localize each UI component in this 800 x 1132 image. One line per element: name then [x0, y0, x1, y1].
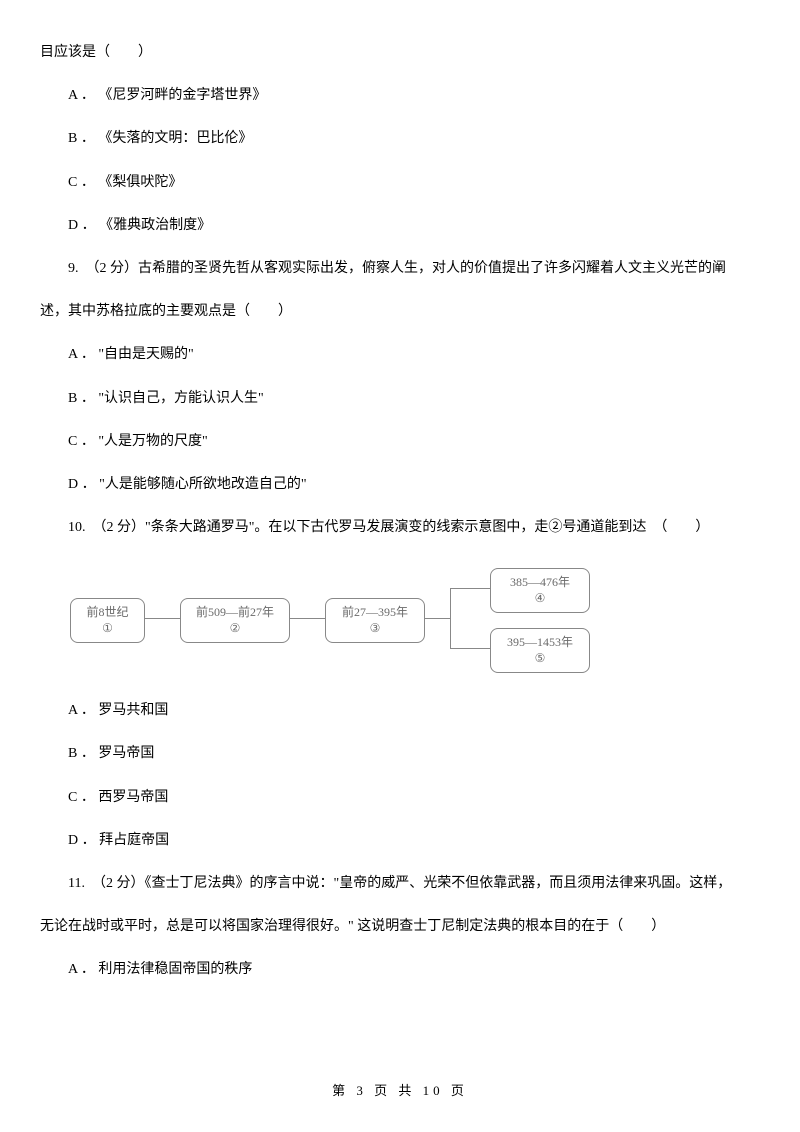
box2-top: 前509—前27年 — [196, 605, 274, 619]
q8-option-a: A ． 《尼罗河畔的金字塔世界》 — [40, 83, 740, 108]
q9-option-a: A ． "自由是天赐的" — [40, 342, 740, 367]
box3-top: 前27—395年 — [342, 605, 408, 619]
q10-option-d: D ． 拜占庭帝国 — [40, 828, 740, 853]
q8-option-b: B ． 《失落的文明：巴比伦》 — [40, 126, 740, 151]
q9-stem-line1: 9. （2 分）古希腊的圣贤先哲从客观实际出发，俯察人生，对人的价值提出了许多闪… — [40, 256, 740, 281]
flowchart-diagram: 前8世纪 ① 前509—前27年 ② 前27—395年 ③ 385—476年 ④… — [60, 558, 620, 678]
q11-stem-line2: 无论在战时或平时，总是可以将国家治理得很好。" 这说明查士丁尼制定法典的根本目的… — [40, 914, 740, 939]
q10-option-a: A ． 罗马共和国 — [40, 698, 740, 723]
diagram-box-2: 前509—前27年 ② — [180, 598, 290, 643]
connector-2-3 — [290, 618, 325, 619]
q11-option-a: A ． 利用法律稳固帝国的秩序 — [40, 957, 740, 982]
diagram-box-3: 前27—395年 ③ — [325, 598, 425, 643]
connector-to-5 — [450, 648, 490, 649]
q9-option-b: B ． "认识自己，方能认识人生" — [40, 386, 740, 411]
q11-stem-line1: 11. （2 分）《查士丁尼法典》的序言中说："皇帝的威严、光荣不但依靠武器，而… — [40, 871, 740, 896]
connector-to-4 — [450, 588, 490, 589]
q9-option-c: C ． "人是万物的尺度" — [40, 429, 740, 454]
box1-top: 前8世纪 — [86, 605, 128, 619]
box1-bottom: ① — [102, 621, 113, 635]
box4-top: 385—476年 — [510, 575, 570, 589]
box2-bottom: ② — [230, 621, 241, 635]
box4-bottom: ④ — [535, 591, 546, 605]
connector-split-v — [450, 588, 451, 648]
q8-option-d: D ． 《雅典政治制度》 — [40, 213, 740, 238]
diagram-box-5: 395—1453年 ⑤ — [490, 628, 590, 673]
box5-top: 395—1453年 — [507, 635, 573, 649]
box3-bottom: ③ — [370, 621, 381, 635]
q8-option-c: C ． 《梨俱吠陀》 — [40, 170, 740, 195]
q10-stem: 10. （2 分）"条条大路通罗马"。在以下古代罗马发展演变的线索示意图中，走②… — [40, 515, 740, 540]
q9-stem-line2: 述，其中苏格拉底的主要观点是（ ） — [40, 299, 740, 324]
q9-option-d: D ． "人是能够随心所欲地改造自己的" — [40, 472, 740, 497]
diagram-box-4: 385—476年 ④ — [490, 568, 590, 613]
box5-bottom: ⑤ — [535, 651, 546, 665]
connector-3-split-h — [425, 618, 450, 619]
q10-option-b: B ． 罗马帝国 — [40, 741, 740, 766]
q8-stem: 目应该是（ ） — [40, 40, 740, 65]
diagram-box-1: 前8世纪 ① — [70, 598, 145, 643]
connector-1-2 — [145, 618, 180, 619]
page-footer: 第 3 页 共 10 页 — [0, 1079, 800, 1102]
q10-option-c: C ． 西罗马帝国 — [40, 785, 740, 810]
